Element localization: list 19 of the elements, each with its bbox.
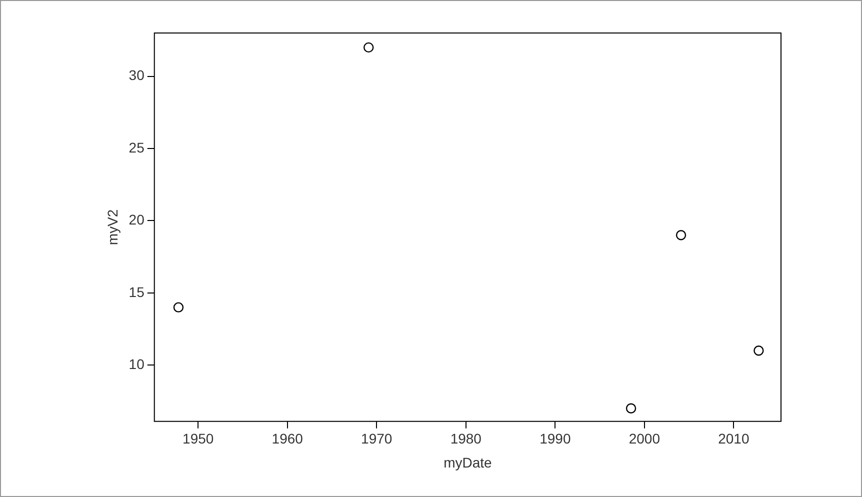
- y-tick-label: 30: [128, 67, 145, 84]
- point: [754, 346, 764, 356]
- x-tick-label: 2010: [718, 430, 750, 447]
- point: [626, 403, 636, 414]
- y-tick-label: 25: [128, 139, 145, 156]
- y-axis-title: myV2: [104, 209, 120, 246]
- y-tick-label: 15: [128, 284, 145, 300]
- x-tick-label: 1990: [540, 430, 571, 447]
- point: [676, 230, 686, 240]
- x-tick-label: 1980: [450, 430, 482, 447]
- y-tick-label: 10: [128, 356, 145, 372]
- x-tick-label: 1950: [182, 430, 214, 447]
- point: [173, 302, 184, 312]
- x-axis-title: myDate: [444, 454, 492, 470]
- x-tick-label: 2000: [628, 430, 660, 447]
- x-tick-label: 1970: [361, 430, 392, 447]
- y-tick-label: 20: [128, 212, 145, 228]
- x-tick-label: 1960: [272, 430, 304, 447]
- point: [364, 42, 374, 53]
